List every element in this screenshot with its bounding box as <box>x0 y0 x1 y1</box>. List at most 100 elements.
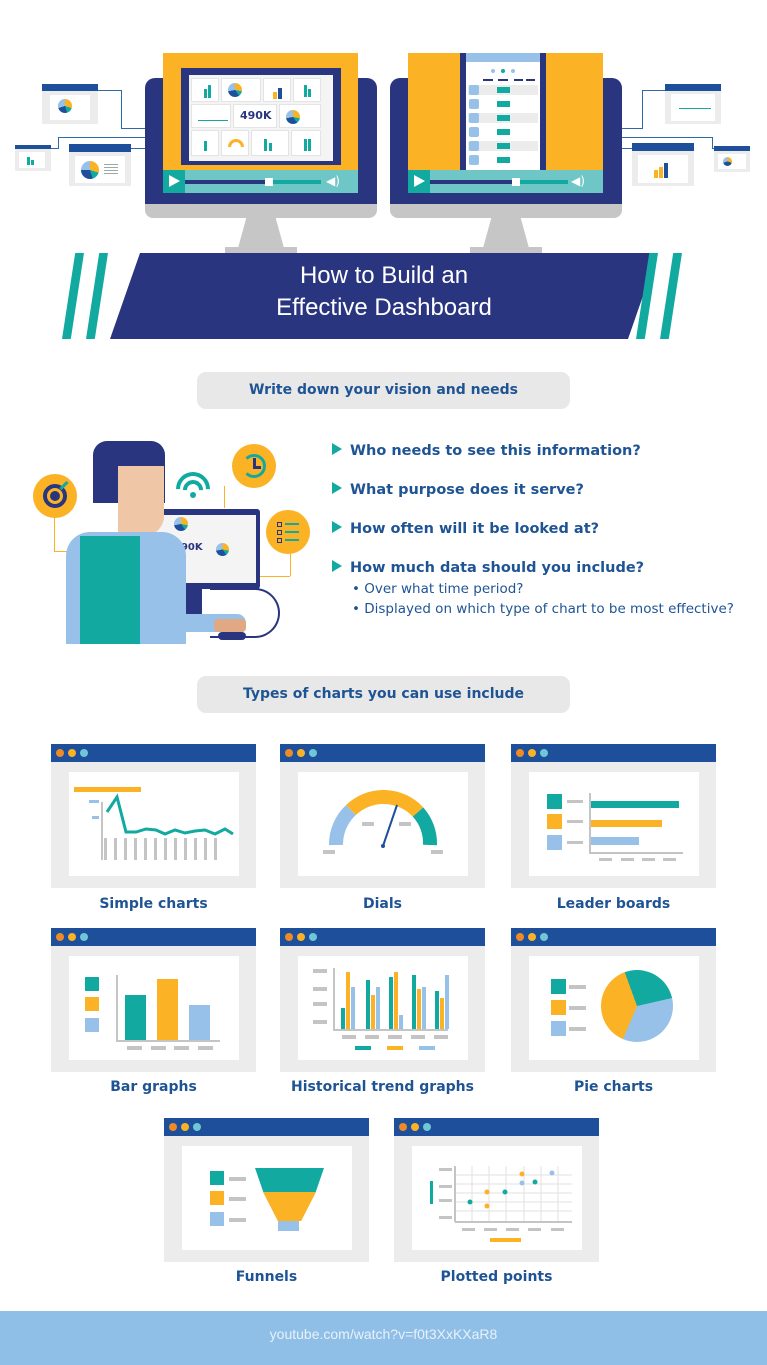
kpi-value: 490K <box>240 109 272 122</box>
progress-remaining <box>271 180 321 184</box>
title-banner <box>110 253 658 339</box>
arrow-icon <box>332 482 342 494</box>
connector-line <box>622 128 642 129</box>
card-label: Funnels <box>235 1269 298 1285</box>
wifi-icon <box>168 464 218 514</box>
connector-line <box>58 137 146 138</box>
window-titlebar <box>511 744 716 762</box>
clock-history-icon <box>232 444 276 488</box>
trend-graph-preview <box>298 956 468 1060</box>
card-label: Simple charts <box>99 896 208 912</box>
card-dials <box>280 744 485 888</box>
section-heading-chart-types: Types of charts you can use include <box>197 676 570 713</box>
play-icon <box>414 175 425 187</box>
progress-scrubber[interactable] <box>512 178 520 186</box>
connector-line <box>131 148 146 149</box>
pie-chart-preview <box>529 956 699 1060</box>
card-simple-charts <box>51 744 256 888</box>
title-line-2: Effective Dashboard <box>276 294 492 321</box>
leaderboard-screen <box>466 53 540 170</box>
legend-swatch <box>355 1046 371 1050</box>
arrow-icon <box>332 560 342 572</box>
connector-line <box>121 90 122 128</box>
section-heading-vision: Write down your vision and needs <box>197 372 570 409</box>
volume-icon[interactable]: ◀) <box>571 174 585 188</box>
progress-played <box>430 180 516 184</box>
play-button[interactable] <box>163 170 185 193</box>
checklist-icon <box>266 510 310 554</box>
connector-line <box>58 137 59 149</box>
mini-window-donut <box>42 84 98 124</box>
card-label: Dials <box>363 896 402 912</box>
monitor-base <box>225 247 297 253</box>
avatar <box>469 113 479 123</box>
page-title: How to Build an Effective Dashboard <box>110 260 658 324</box>
title-line-1: How to Build an <box>299 262 469 289</box>
funnel-preview <box>182 1146 352 1250</box>
window-titlebar <box>164 1118 369 1136</box>
question-text: What purpose does it serve? <box>350 482 584 498</box>
window-titlebar <box>51 928 256 946</box>
mini-window-donut-large <box>69 144 131 186</box>
tile-donut-chart <box>221 78 261 102</box>
connector-line <box>642 90 666 91</box>
card-label: Bar graphs <box>110 1079 197 1095</box>
progress-played <box>185 180 269 184</box>
sub-point: • Over what time period? <box>352 581 524 597</box>
progress-scrubber[interactable] <box>265 178 273 186</box>
volume-icon[interactable]: ◀) <box>326 174 340 188</box>
question-text: How often will it be looked at? <box>350 521 600 537</box>
tile-donut-chart <box>279 104 321 128</box>
dial-preview <box>298 772 468 876</box>
play-button[interactable] <box>408 170 430 193</box>
source-link[interactable]: youtube.com/watch?v=f0t3XxKXaR8 <box>269 1326 498 1342</box>
monitor-stand <box>483 218 529 248</box>
avatar <box>469 155 479 165</box>
tile-growth-chart <box>263 78 291 102</box>
video-controls: ◀) <box>408 170 603 193</box>
kpi-value: 490K <box>174 542 203 553</box>
question-text: Who needs to see this information? <box>350 443 641 459</box>
donut-icon <box>81 161 99 179</box>
question-text: How much data should you include? <box>350 560 645 576</box>
person-vest <box>80 536 140 644</box>
connector-line <box>642 90 643 129</box>
window-titlebar <box>51 744 256 762</box>
mini-window-donut-small <box>714 146 750 172</box>
connector-line <box>712 137 713 148</box>
tile-bar-chart <box>191 78 219 102</box>
connector-line <box>121 128 146 129</box>
tile-bar-chart <box>191 130 219 156</box>
bar-graph-preview <box>69 956 239 1060</box>
window-titlebar <box>280 744 485 762</box>
card-funnels <box>164 1118 369 1262</box>
hero-illustration: 490K ◀) <box>0 0 767 340</box>
monitor-stand <box>238 218 284 248</box>
pie-shape <box>601 970 673 1042</box>
monitor-chin <box>390 204 622 218</box>
footer-bar <box>0 1311 767 1365</box>
card-label: Historical trend graphs <box>291 1079 474 1095</box>
sub-point: • Displayed on which type of chart to be… <box>352 601 734 617</box>
connector-line <box>50 148 58 149</box>
window-titlebar <box>280 928 485 946</box>
tile-bar-chart <box>291 130 321 156</box>
tile-bar-chart <box>251 130 289 156</box>
donut-icon <box>58 99 72 113</box>
connector-line <box>622 148 634 149</box>
card-bar-graphs <box>51 928 256 1072</box>
leaderboard-preview <box>529 772 699 876</box>
question-item: How often will it be looked at? <box>332 521 599 537</box>
line-series <box>105 793 234 836</box>
legend-swatch <box>387 1046 403 1050</box>
question-item: Who needs to see this information? <box>332 443 641 459</box>
mini-window-bars <box>15 145 51 171</box>
question-item: How much data should you include? <box>332 560 644 576</box>
mini-window-growth <box>632 143 694 186</box>
arrow-icon <box>332 521 342 533</box>
scatter-preview <box>412 1146 582 1250</box>
mini-window-line <box>665 84 721 124</box>
card-label: Plotted points <box>440 1269 553 1285</box>
tile-gauge <box>221 130 249 156</box>
tile-bar-chart <box>293 78 321 102</box>
